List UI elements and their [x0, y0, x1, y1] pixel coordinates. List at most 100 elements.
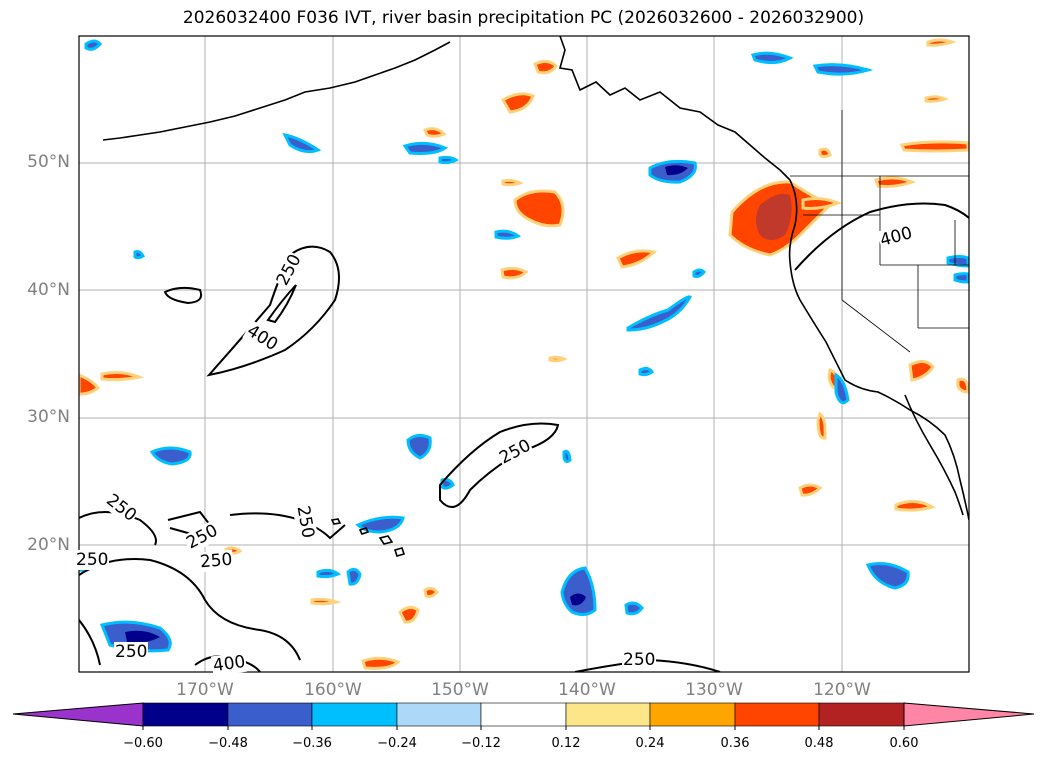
precip-area-26: [874, 176, 917, 188]
lon-label-120w: 120°W: [813, 680, 871, 700]
precip-neg-area-2: [626, 295, 692, 332]
precip-area-16: [926, 38, 957, 47]
precip-area-27: [801, 197, 843, 210]
plot-frame: [78, 35, 970, 673]
ivt-contours: [79, 202, 969, 672]
ivt-contour-inner-400: [266, 284, 297, 324]
lon-label-130w: 130°W: [685, 680, 743, 700]
hawaii-island-3: [393, 547, 406, 557]
precip-area-11: [798, 483, 823, 497]
precip-neg-area-25: [438, 155, 459, 165]
precip-area-9: [894, 500, 936, 512]
colorbar-tick: 0.48: [804, 736, 834, 751]
precip-neg-area-28: [638, 366, 655, 377]
lon-label-140w: 140°W: [558, 680, 616, 700]
lat-label-50n: 50°N: [27, 152, 70, 172]
colorbar-bin-3: [311, 702, 398, 727]
precip-area-4: [500, 266, 529, 280]
state-borders: [790, 110, 969, 353]
lon-label-170w: 170°W: [176, 680, 234, 700]
colorbar-tick: 0.12: [551, 736, 581, 751]
precip-neg-area-27: [562, 449, 572, 464]
hawaii-island-4: [330, 518, 342, 525]
precip-neg-area-20: [946, 255, 969, 268]
contour-label-250: 250: [114, 642, 149, 662]
precip-neg-area-8: [402, 141, 449, 155]
precip-area-25: [818, 147, 832, 158]
coastline-west-coast: [788, 179, 969, 521]
precip-area-14: [816, 411, 827, 440]
lon-label-150w: 150°W: [431, 680, 489, 700]
precip-area-21: [956, 377, 969, 394]
precip-neg-area-6: [865, 562, 910, 590]
precip-negative-areas: [79, 39, 969, 653]
coastlines: [102, 36, 969, 557]
ivt-contour-central-plume: [439, 422, 560, 509]
precip-neg-area-21: [953, 272, 969, 284]
colorbar-extend-high: [903, 702, 1035, 727]
precip-area-19: [423, 586, 439, 598]
contour-label-250: 250: [622, 650, 657, 670]
lat-label-30n: 30°N: [27, 407, 70, 427]
precip-area-15: [310, 597, 342, 606]
colorbar-tick: 0.60: [889, 736, 919, 751]
lat-label-20n: 20°N: [27, 535, 70, 555]
colorbar-tick: 0.24: [635, 736, 665, 751]
precip-area-6: [100, 371, 145, 382]
precip-area-7: [79, 373, 101, 396]
colorbar-bin-8: [734, 702, 820, 727]
precip-neg-core-3: [570, 593, 586, 606]
precip-area-24: [501, 178, 524, 187]
ivt-contour-sw-4: [79, 558, 301, 661]
precip-neg-area-24: [692, 268, 707, 278]
colorbar-bin-1: [142, 702, 229, 727]
colorbar-tick: 0.36: [720, 736, 750, 751]
colorbar-tick: −0.12: [461, 736, 501, 751]
precip-neg-area-13: [834, 372, 850, 405]
coastline-baja: [904, 394, 964, 516]
gridlines: [79, 36, 969, 672]
precip-area-5: [616, 249, 658, 269]
colorbar-tick: −0.48: [208, 736, 248, 751]
colorbar-extend-low: [12, 702, 144, 727]
precip-area-8: [908, 360, 935, 382]
ivt-contour-sw-1: [79, 510, 157, 546]
precip-neg-area-7: [355, 515, 405, 534]
precip-neg-area-12: [406, 433, 432, 460]
colorbar-bin-4: [396, 702, 482, 727]
ivt-contour-sw-5: [79, 619, 101, 666]
lat-label-40n: 40°N: [27, 280, 70, 300]
precip-neg-area-10: [750, 51, 794, 65]
colorbar-bin-7: [649, 702, 736, 727]
precip-positive-areas: [79, 38, 969, 670]
hawaii-island-2: [378, 535, 394, 545]
precip-neg-area-3: [560, 566, 597, 617]
precip-neg-area-9: [282, 132, 322, 154]
precip-neg-area-26: [440, 478, 455, 490]
precip-neg-core-1: [665, 165, 688, 176]
contour-label-250: 250: [198, 549, 235, 573]
coastline-alaska: [558, 36, 791, 181]
precip-neg-area-18: [316, 568, 342, 579]
colorbar-tick: −0.60: [123, 736, 163, 751]
precip-area-3: [533, 59, 558, 75]
colorbar-tick: −0.24: [377, 736, 417, 751]
coastline-aleutians: [102, 41, 451, 141]
precip-area-18: [548, 355, 568, 363]
colorbar-bin-2: [227, 702, 313, 727]
ivt-contour-sw-3: [229, 512, 346, 540]
contour-label-250: 250: [75, 550, 110, 570]
colorbar: [12, 702, 1035, 730]
precip-area-2: [500, 92, 535, 114]
precip-neg-area-17: [346, 567, 362, 586]
precip-area-10: [361, 656, 401, 670]
ivt-contour-small-loop: [163, 286, 203, 305]
colorbar-bin-5: [480, 702, 567, 727]
precip-area-1: [513, 189, 565, 228]
precip-neg-area-15: [494, 229, 522, 240]
precip-core-pnw: [756, 193, 792, 240]
precip-area-17: [924, 95, 950, 103]
precip-neg-area-22: [133, 250, 145, 260]
precip-area-23: [423, 127, 447, 138]
